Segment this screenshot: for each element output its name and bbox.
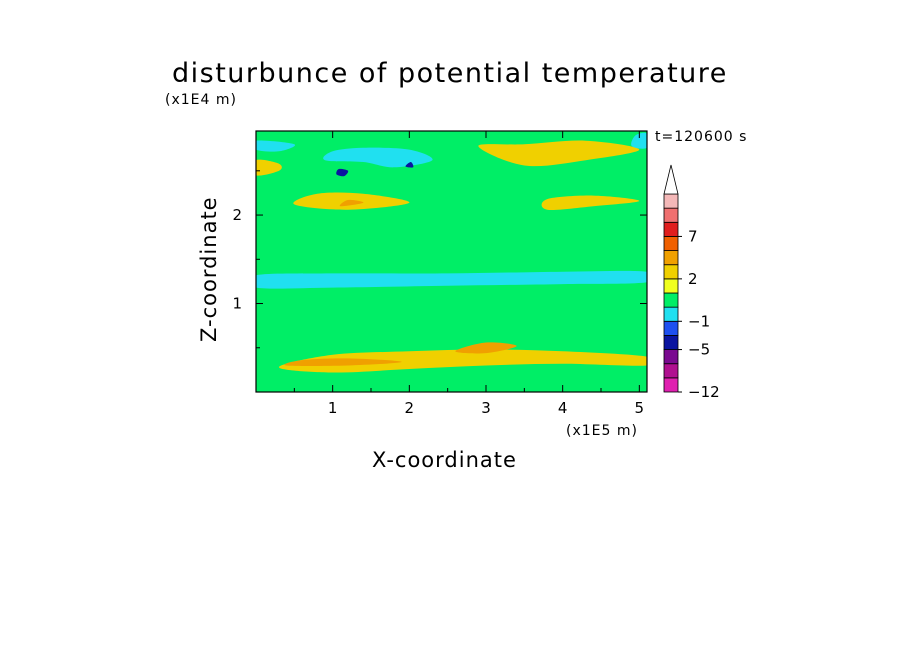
contour-region-2 — [256, 248, 647, 272]
colorbar: 7 2 −1 −5 −12 — [663, 164, 720, 401]
time-label: t=120600 s — [655, 129, 748, 145]
y-axis-unit: (x1E4 m) — [165, 92, 237, 108]
colorbar-swatch — [663, 377, 679, 393]
y-axis: 12 — [232, 170, 647, 349]
contour-region-17 — [631, 132, 647, 149]
plot-area — [256, 131, 647, 392]
contour-region-5 — [279, 349, 647, 373]
colorbar-swatch — [663, 207, 679, 223]
colorbar-swatch — [663, 221, 679, 237]
contour-region-19 — [405, 161, 414, 168]
plot-frame — [255, 130, 648, 393]
contour-region-18 — [336, 168, 349, 177]
colorbar-swatch — [663, 193, 679, 209]
contour-region-11 — [455, 342, 517, 354]
contour-region-9 — [256, 159, 282, 176]
contour-region-10 — [284, 358, 402, 366]
contour-region-8 — [541, 195, 640, 210]
colorbar-swatch — [663, 335, 679, 350]
colorbar-swatch — [663, 349, 679, 365]
colorbar-swatch — [663, 363, 679, 379]
y-tick-label: 1 — [232, 295, 242, 313]
contour-region-13 — [256, 376, 647, 386]
contour-region-12 — [339, 199, 364, 207]
contour-region-1 — [256, 299, 647, 329]
colorbar-swatch — [663, 320, 679, 336]
colorbar-tick-label: 2 — [688, 270, 698, 288]
contour-region-7 — [478, 140, 640, 167]
colorbar-swatch — [663, 278, 679, 294]
colorbar-tick-label: −5 — [688, 341, 710, 359]
x-tick-label: 1 — [328, 399, 338, 417]
contour-region-14 — [256, 270, 647, 289]
colorbar-swatch — [663, 236, 679, 251]
contour-region-15 — [323, 147, 433, 168]
colorbar-swatch — [663, 264, 679, 280]
colorbar-tick-label: −1 — [688, 312, 710, 330]
colorbar-tick-label: −12 — [688, 383, 720, 401]
x-tick-label: 2 — [405, 399, 415, 417]
x-axis: 1 2 3 4 5 — [293, 131, 645, 417]
contour-region-3 — [256, 177, 647, 233]
x-tick-label: 3 — [481, 399, 491, 417]
x-axis-label: X-coordinate — [372, 448, 517, 472]
colorbar-swatch — [663, 292, 679, 308]
x-tick-label: 5 — [635, 399, 645, 417]
y-tick-label: 2 — [232, 206, 242, 224]
colorbar-extend-arrow — [663, 164, 679, 195]
colorbar-swatch — [663, 250, 679, 266]
chart-title: disturbunce of potential temperature — [172, 58, 728, 89]
contour-region-16 — [256, 140, 296, 152]
x-tick-label: 4 — [558, 399, 568, 417]
colorbar-swatch — [663, 306, 679, 322]
x-axis-unit: (x1E5 m) — [566, 423, 638, 439]
colorbar-tick-label: 7 — [688, 227, 698, 245]
